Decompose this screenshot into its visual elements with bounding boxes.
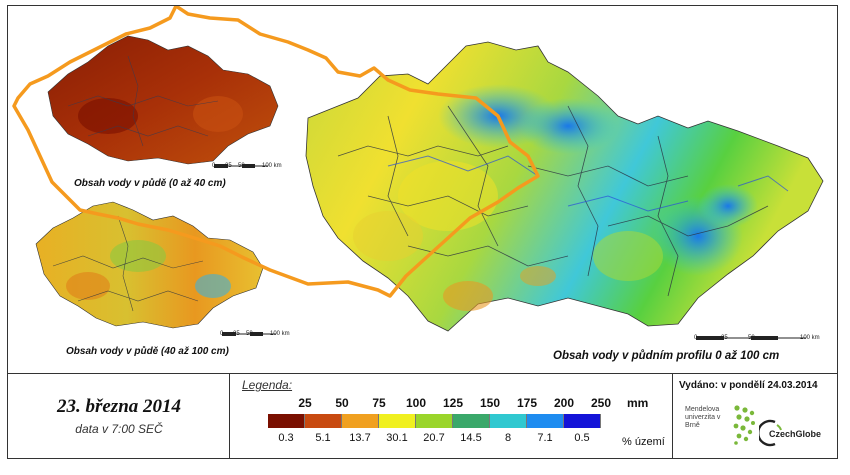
legend-pct-label: 8 bbox=[504, 432, 512, 444]
legend-pct-label: 0.5 bbox=[574, 432, 590, 444]
scale-tick: 100 km bbox=[270, 331, 290, 337]
legend-swatch bbox=[379, 414, 416, 428]
subsoil-map-label: Obsah vody v půdě (40 až 100 cm) bbox=[66, 346, 229, 357]
scale-tick: 50 bbox=[238, 163, 245, 169]
scale-tick: 50 bbox=[748, 335, 755, 341]
zoom-outline bbox=[12, 4, 540, 298]
legend-title: Legenda: bbox=[242, 378, 293, 392]
legend: Legenda: 25 50 75 100 125 150 175 200 25… bbox=[230, 374, 673, 459]
scale-tick: 100 km bbox=[800, 335, 820, 341]
legend-swatch bbox=[564, 414, 601, 428]
legend-pct-label: 5.1 bbox=[315, 432, 331, 444]
legend-mm-label: 75 bbox=[372, 396, 386, 410]
scale-tick: 0 bbox=[212, 163, 216, 169]
date-box: 23. března 2014 data v 7:00 SEČ bbox=[8, 374, 230, 459]
date-title: 23. března 2014 bbox=[56, 396, 182, 417]
main-map-label: Obsah vody v půdním profilu 0 až 100 cm bbox=[553, 350, 780, 362]
legend-swatch bbox=[490, 414, 527, 428]
legend-swatch bbox=[453, 414, 490, 428]
scale-tick: 25 bbox=[225, 163, 232, 169]
subsoil-map bbox=[35, 201, 264, 329]
legend-mm-label: 200 bbox=[553, 396, 575, 410]
legend-mm-label: 175 bbox=[516, 396, 538, 410]
czechglobe-logo: CzechGlobe bbox=[759, 419, 821, 447]
legend-mm-label: 150 bbox=[479, 396, 501, 410]
scale-tick: 0 bbox=[694, 335, 698, 341]
scale-tick: 25 bbox=[721, 335, 728, 341]
legend-mm-label: 100 bbox=[405, 396, 427, 410]
legend-swatch bbox=[416, 414, 453, 428]
legend-swatch bbox=[305, 414, 342, 428]
legend-swatch bbox=[342, 414, 379, 428]
mendel-logo-text: Mendelova univerzita v Brně bbox=[685, 406, 721, 429]
scale-bar-main: 0 25 50 100 km bbox=[694, 328, 820, 346]
page-frame: Obsah vody v půdě (0 až 40 cm) Obsah vod… bbox=[7, 4, 838, 459]
scale-tick: 0 bbox=[220, 331, 224, 337]
topsoil-map-label: Obsah vody v půdě (0 až 40 cm) bbox=[74, 178, 226, 189]
legend-pct-label: 0.3 bbox=[278, 432, 294, 444]
legend-swatch bbox=[527, 414, 564, 428]
scale-tick: 100 km bbox=[262, 163, 282, 169]
legend-pct-labels: 0.3 5.1 13.7 30.1 20.7 14.5 8 7.1 0.5 bbox=[230, 432, 673, 448]
legend-swatches bbox=[268, 414, 601, 428]
issued-box: Vydáno: v pondělí 24.03.2014 Mendelova u… bbox=[673, 374, 837, 459]
maps-svg bbox=[12, 4, 824, 332]
legend-pct-unit: % území bbox=[622, 436, 665, 448]
legend-mm-label: 125 bbox=[442, 396, 464, 410]
legend-pct-label: 30.1 bbox=[386, 432, 408, 444]
legend-pct-label: 13.7 bbox=[349, 432, 371, 444]
issued-date: Vydáno: v pondělí 24.03.2014 bbox=[679, 380, 818, 391]
legend-pct-label: 14.5 bbox=[460, 432, 482, 444]
mendel-logo-icon bbox=[733, 405, 755, 445]
legend-mm-unit: mm bbox=[627, 396, 649, 410]
date-subtitle: data v 7:00 SEČ bbox=[75, 422, 163, 436]
legend-mm-label: 25 bbox=[298, 396, 312, 410]
main-map bbox=[305, 41, 824, 332]
topsoil-map bbox=[47, 35, 279, 165]
legend-mm-label: 250 bbox=[590, 396, 612, 410]
legend-pct-label: 20.7 bbox=[423, 432, 445, 444]
czechglobe-logo-text: CzechGlobe bbox=[769, 429, 821, 439]
info-panel: 23. března 2014 data v 7:00 SEČ Legenda:… bbox=[8, 373, 837, 459]
legend-mm-label: 50 bbox=[335, 396, 349, 410]
legend-swatch bbox=[268, 414, 305, 428]
scale-tick: 25 bbox=[233, 331, 240, 337]
scale-bar-topsoil: 0 25 50 100 km bbox=[212, 156, 282, 174]
legend-pct-label: 7.1 bbox=[537, 432, 553, 444]
scale-tick: 50 bbox=[246, 331, 253, 337]
scale-bar-subsoil: 0 25 50 100 km bbox=[220, 324, 290, 342]
map-area: Obsah vody v půdě (0 až 40 cm) Obsah vod… bbox=[8, 4, 837, 373]
legend-mm-labels: 25 50 75 100 125 150 175 200 250 bbox=[230, 396, 673, 412]
